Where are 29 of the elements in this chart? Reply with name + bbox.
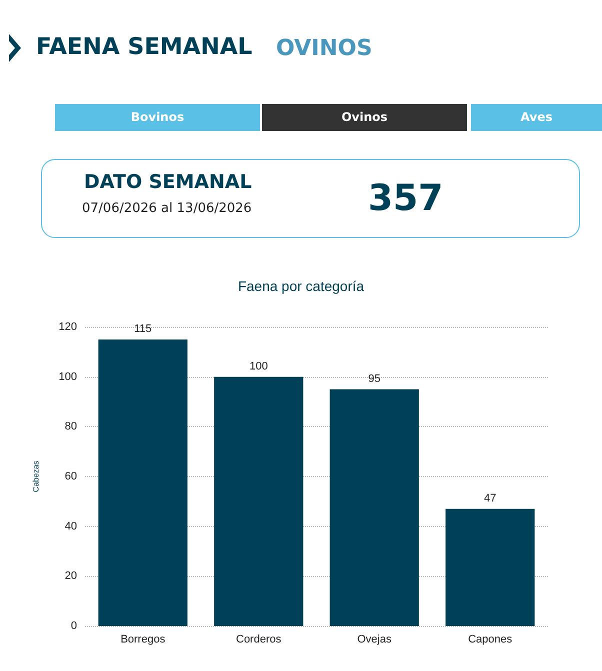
x-tick-label: Borregos [120,634,166,646]
x-tick-label: Capones [468,634,513,646]
y-tick-label: 120 [58,321,77,333]
y-tick-label: 80 [64,420,77,433]
text: Aves [471,104,602,131]
text: 357 [368,178,444,219]
chart-title: Faena por categoría [238,278,364,294]
text: FAENA SEMANAL [36,34,252,60]
bar [214,376,304,626]
y-tick-label: 20 [64,570,77,582]
text: Bovinos [55,104,260,131]
data-label: 47 [484,492,496,504]
bar [330,389,419,626]
y-tick-label: 0 [70,620,77,632]
text: DATO SEMANAL [84,171,252,193]
y-axis-title: Cabezas [32,460,40,492]
y-tick-label: 40 [64,520,77,532]
bar [98,339,188,626]
data-label: 115 [134,322,152,335]
text: OVINOS [276,36,372,61]
bar [446,508,535,626]
y-tick-label: 100 [58,370,77,383]
text: Ovinos [262,104,467,131]
y-tick-label: 60 [64,470,77,482]
text: 07/06/2026 al 13/06/2026 [82,201,252,216]
x-tick-label: Ovejas [357,634,392,646]
x-tick-label: Corderos [236,634,282,646]
data-label: 100 [249,360,268,372]
data-label: 95 [368,372,380,385]
